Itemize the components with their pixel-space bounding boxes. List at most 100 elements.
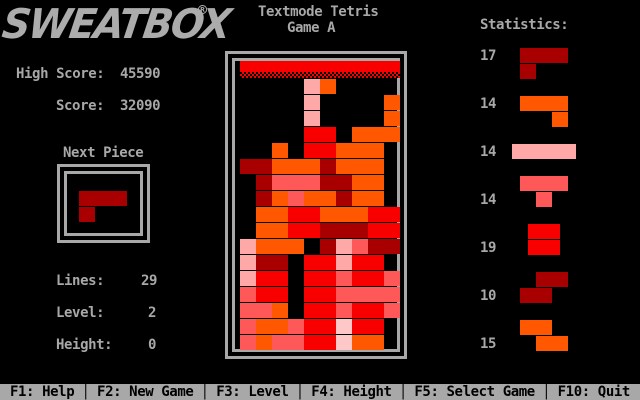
registered-trademark-icon: ® (198, 1, 208, 19)
stat-piece-S-block (520, 288, 536, 303)
field-block (368, 159, 384, 174)
stat-piece-Z-block (536, 336, 552, 351)
stat-piece-I-block (512, 144, 528, 159)
field-block (336, 191, 352, 206)
field-block (384, 95, 400, 110)
next-piece-block (79, 191, 95, 206)
field-block (288, 191, 304, 206)
fkey-f4-button[interactable]: F4: Height (311, 384, 392, 400)
fkey-f1-button[interactable]: F1: Help (10, 384, 75, 400)
field-block (272, 159, 288, 174)
level-value: 2 (148, 305, 157, 321)
field-block (272, 175, 288, 190)
stat-piece-I-block (544, 144, 560, 159)
field-block (352, 223, 368, 238)
stat-piece-L-block (552, 96, 568, 111)
next-piece-label: Next Piece (63, 145, 144, 161)
stat-piece-I-block (528, 144, 544, 159)
field-block (320, 159, 336, 174)
field-block (272, 223, 288, 238)
field-block (320, 79, 336, 94)
field-block (272, 335, 288, 350)
stat-piece-I-block (560, 144, 576, 159)
stat-count-S: 10 (480, 288, 497, 304)
field-block (368, 303, 384, 318)
field-block (368, 335, 384, 350)
separator: │ (398, 384, 408, 400)
stat-piece-O-block (528, 240, 544, 255)
field-block (304, 159, 320, 174)
field-block (240, 255, 256, 270)
field-block (256, 319, 272, 334)
field-block (384, 287, 400, 302)
field-block (352, 271, 368, 286)
field-block (336, 159, 352, 174)
fkey-f10-button[interactable]: F10: Quit (557, 384, 631, 400)
field-block (320, 319, 336, 334)
field-block (336, 287, 352, 302)
lines-value: 29 (141, 273, 158, 289)
fkey-f5-button[interactable]: F5: Select Game (414, 384, 535, 400)
field-block (272, 255, 288, 270)
fkey-f2-button[interactable]: F2: New Game (97, 384, 194, 400)
field-block (336, 255, 352, 270)
field-block (272, 271, 288, 286)
field-block (368, 175, 384, 190)
field-block (320, 239, 336, 254)
field-block (336, 239, 352, 254)
field-block (368, 271, 384, 286)
field-block (304, 127, 320, 142)
field-block (352, 303, 368, 318)
field-block (320, 335, 336, 350)
score-label: Score: (56, 98, 105, 114)
field-block (240, 303, 256, 318)
stat-count-O: 19 (480, 240, 497, 256)
field-block (304, 271, 320, 286)
field-block (256, 239, 272, 254)
field-block (240, 319, 256, 334)
score-value: 32090 (120, 98, 161, 114)
stat-count-I: 14 (480, 144, 497, 160)
stat-piece-S-block (552, 272, 568, 287)
field-block (288, 239, 304, 254)
field-block (256, 159, 272, 174)
next-piece-box (57, 164, 150, 243)
field-block (368, 239, 384, 254)
field-block (304, 79, 320, 94)
field-block (304, 191, 320, 206)
stat-piece-T-block (520, 176, 536, 191)
field-block (352, 255, 368, 270)
function-key-bar: F1: Help │ F2: New Game │ F3: Level │ F4: Heig… (0, 384, 640, 400)
stat-piece-L-block (552, 112, 568, 127)
separator: │ (81, 384, 90, 400)
field-block (288, 223, 304, 238)
field-top-bar-dither (240, 72, 400, 78)
field-block (320, 271, 336, 286)
field-block (368, 287, 384, 302)
field-block (336, 223, 352, 238)
field-block (336, 271, 352, 286)
stat-piece-T-block (536, 192, 552, 207)
field-block (272, 207, 288, 222)
field-block (320, 207, 336, 222)
field-block (336, 303, 352, 318)
stat-piece-L-block (520, 96, 536, 111)
field-block (368, 207, 384, 222)
fkey-f3-button[interactable]: F3: Level (216, 384, 289, 400)
playfield (225, 51, 407, 359)
field-block (304, 175, 320, 190)
field-block (352, 191, 368, 206)
field-block (256, 175, 272, 190)
game-mode-label: Game A (287, 20, 336, 36)
field-block (256, 271, 272, 286)
stat-piece-Z-block (536, 320, 552, 335)
stat-piece-O-block (544, 224, 560, 239)
lines-label: Lines: (56, 273, 105, 289)
field-top-bar (240, 61, 400, 72)
stat-count-L: 14 (480, 96, 497, 112)
field-block (352, 335, 368, 350)
stat-piece-Z-block (520, 320, 536, 335)
high-score-label: High Score: (16, 66, 105, 82)
field-block (240, 271, 256, 286)
field-block (352, 207, 368, 222)
